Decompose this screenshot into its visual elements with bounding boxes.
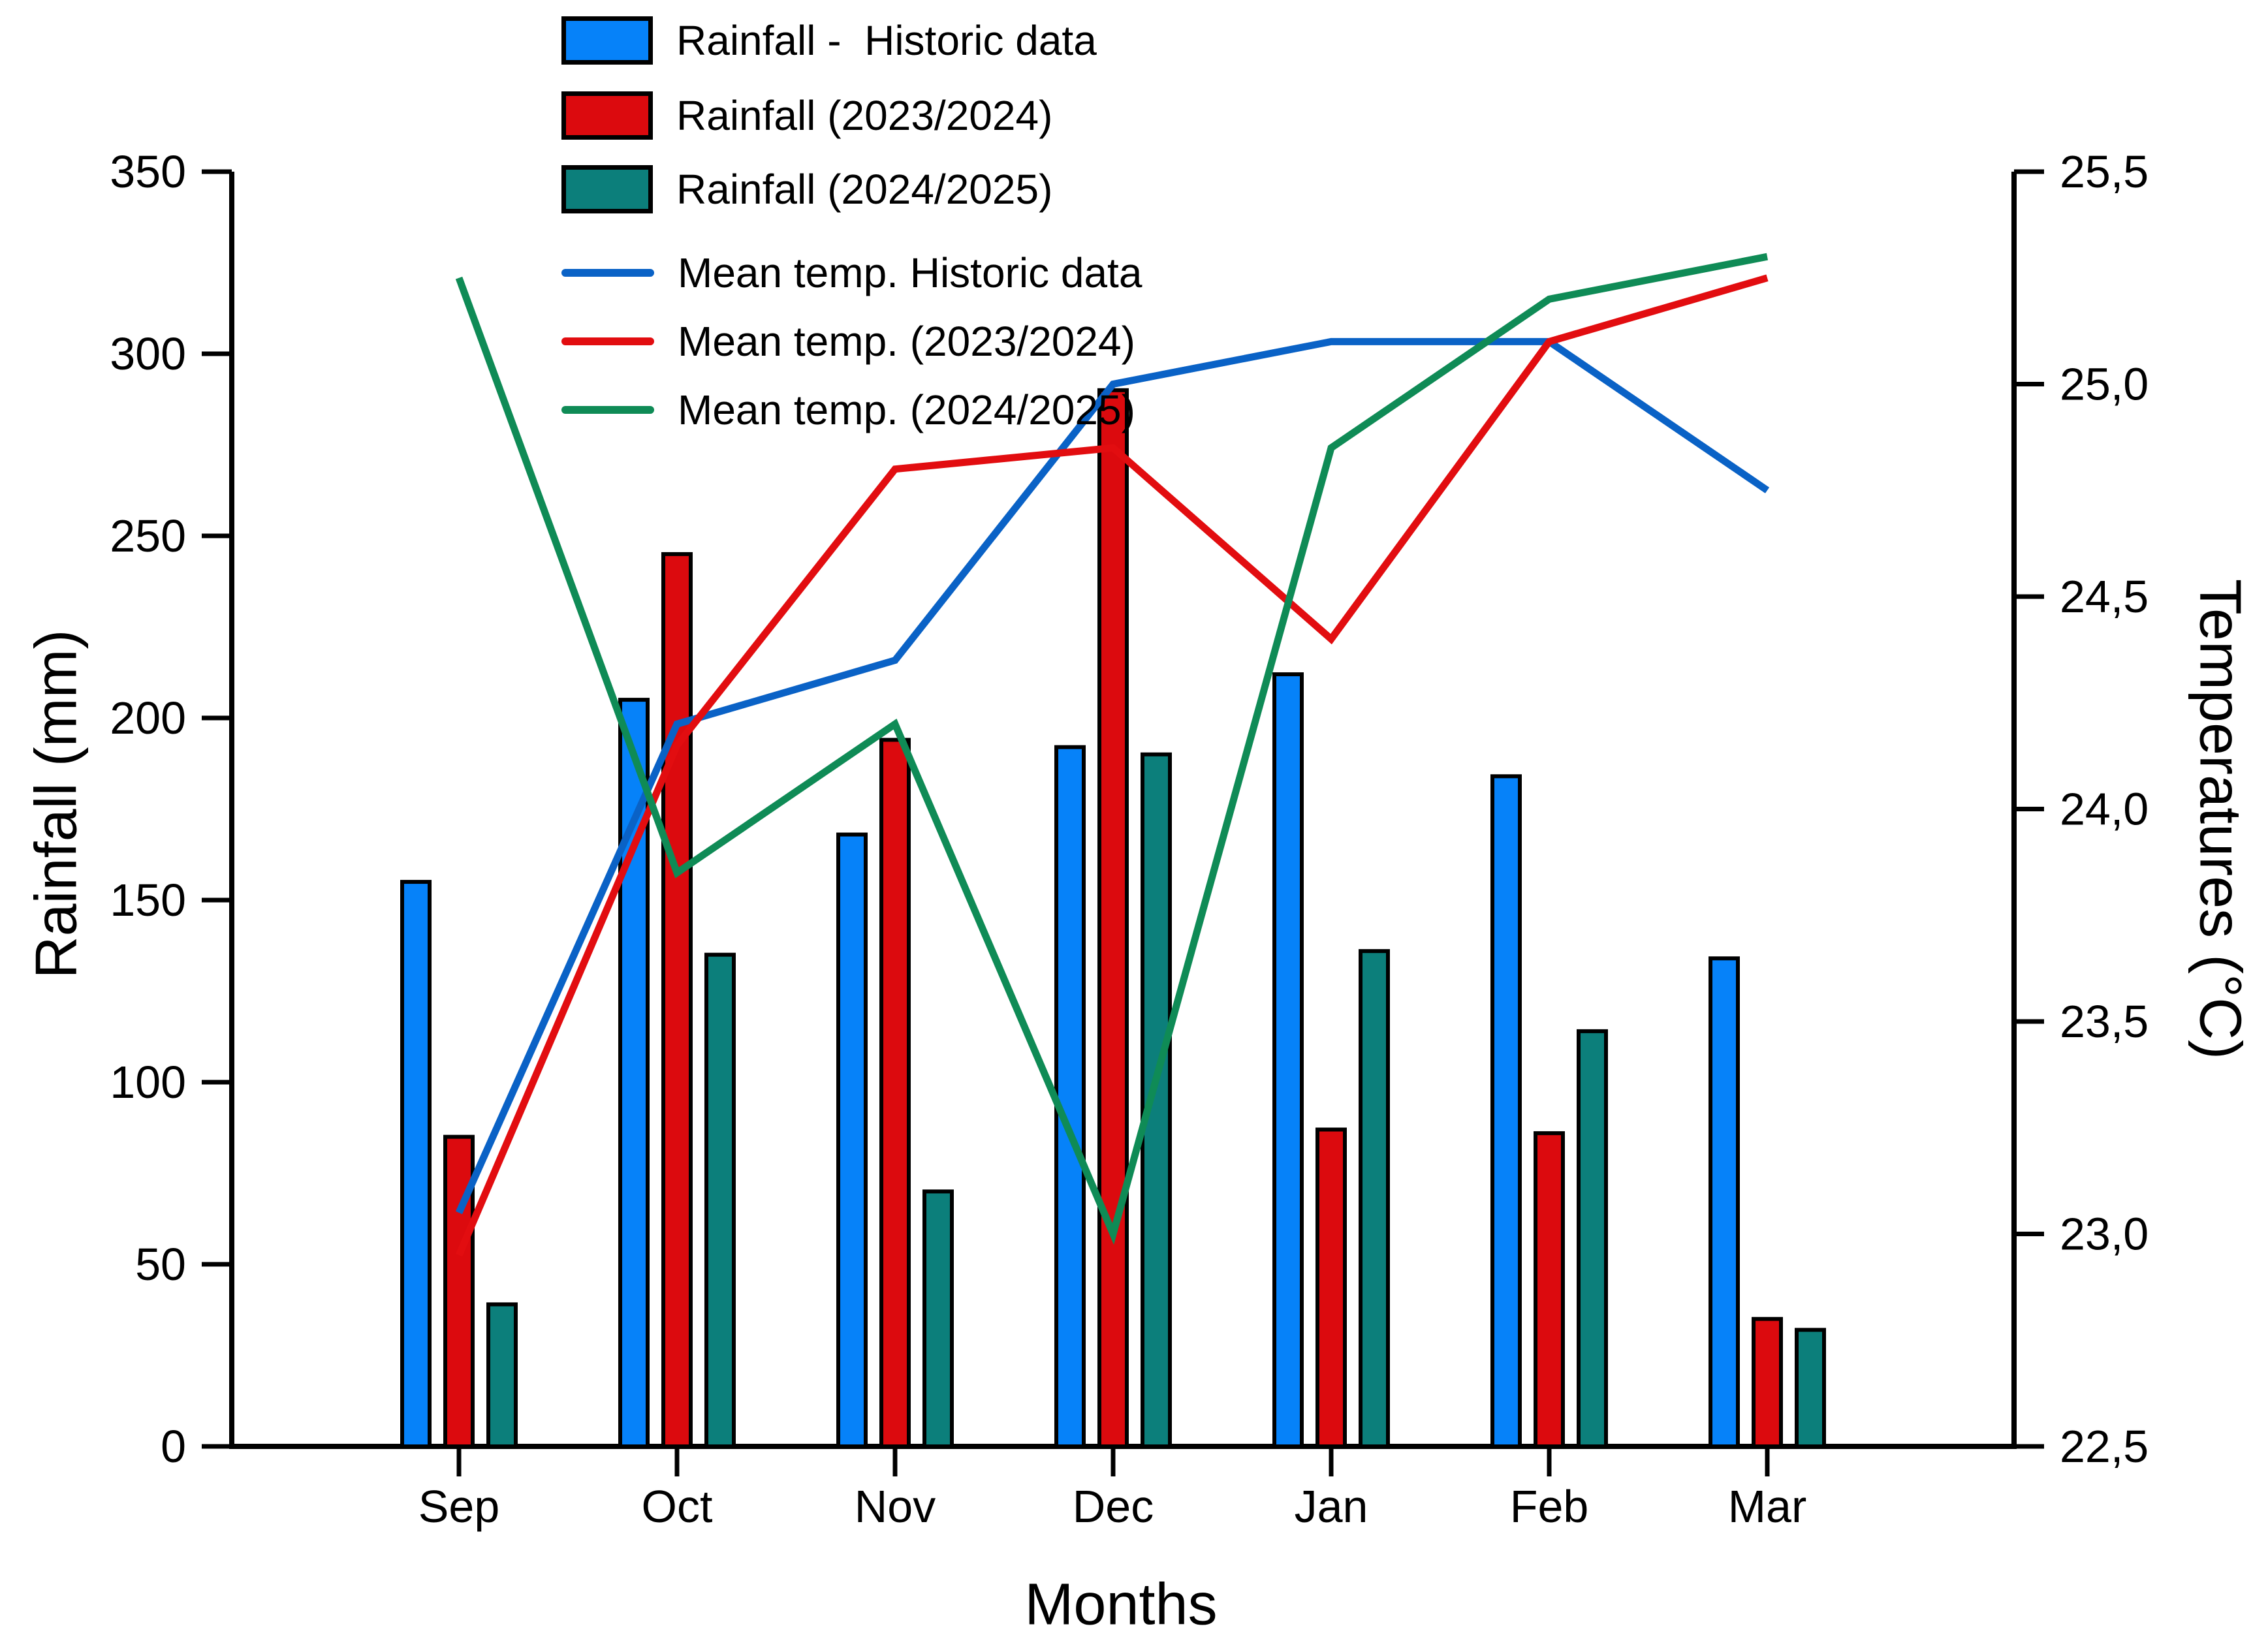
bar-rain-historic-dec: [1054, 745, 1086, 1448]
right-tick-label-25,0: 25,0: [2060, 359, 2149, 410]
left-tick-label-0: 0: [161, 1421, 186, 1472]
temp-line-temp-2023-2024: [455, 274, 1769, 1257]
bar-rain-2024-2025-feb: [1577, 1029, 1608, 1448]
temp-line-temp-2024-2025: [455, 253, 1769, 1245]
bar-rain-2024-2025-jan: [1359, 949, 1390, 1448]
bar-rain-historic-sep: [400, 880, 432, 1448]
bar-rain-historic-feb: [1490, 774, 1522, 1448]
left-tick-label-50: 50: [135, 1239, 186, 1290]
bar-rain-2024-2025-oct: [704, 952, 736, 1448]
right-tick-label-24,0: 24,0: [2060, 784, 2149, 835]
left-tick-label-100: 100: [110, 1057, 186, 1108]
month-label-oct: Oct: [642, 1481, 713, 1532]
month-label-nov: Nov: [855, 1481, 936, 1532]
right-tick-label-25,5: 25,5: [2060, 146, 2149, 197]
month-label-dec: Dec: [1073, 1481, 1154, 1532]
left-tick-label-200: 200: [110, 693, 186, 743]
bar-rain-historic-oct: [618, 698, 650, 1448]
month-label-jan: Jan: [1295, 1481, 1368, 1532]
right-axis-title: Temperatures (°C): [2187, 578, 2253, 1060]
bar-rain-2023-2024-oct: [661, 552, 693, 1448]
bar-rain-2024-2025-sep: [486, 1302, 518, 1448]
left-tick-label-250: 250: [110, 510, 186, 561]
right-tick-label-23,0: 23,0: [2060, 1209, 2149, 1260]
bar-rain-2023-2024-jan: [1315, 1127, 1347, 1449]
left-tick-label-300: 300: [110, 328, 186, 379]
bar-rain-2024-2025-nov: [922, 1189, 954, 1449]
bar-rain-historic-mar: [1709, 956, 1740, 1448]
bar-rain-2024-2025-mar: [1795, 1328, 1826, 1448]
bar-rain-2023-2024-feb: [1534, 1131, 1565, 1448]
right-tick-label-23,5: 23,5: [2060, 996, 2149, 1047]
bar-rain-2023-2024-dec: [1097, 388, 1129, 1448]
left-axis-title: Rainfall (mm): [24, 629, 89, 979]
bar-rain-historic-nov: [836, 832, 868, 1449]
x-axis-title: Months: [1024, 1572, 1218, 1638]
month-label-sep: Sep: [418, 1481, 500, 1532]
left-tick-label-350: 350: [110, 146, 186, 197]
bar-rain-historic-jan: [1272, 672, 1304, 1448]
right-tick-label-22,5: 22,5: [2060, 1421, 2149, 1472]
left-tick-label-150: 150: [110, 875, 186, 926]
bar-rain-2023-2024-nov: [879, 738, 911, 1448]
right-tick-label-24,5: 24,5: [2060, 571, 2149, 622]
month-label-feb: Feb: [1510, 1481, 1589, 1532]
bar-rain-2023-2024-mar: [1752, 1317, 1783, 1448]
month-label-mar: Mar: [1728, 1481, 1807, 1532]
